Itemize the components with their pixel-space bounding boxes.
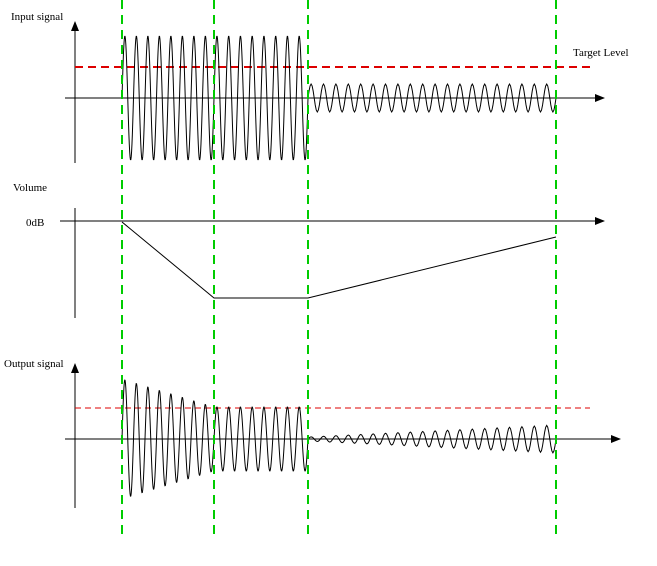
output-waveform bbox=[75, 379, 600, 497]
volume-panel: Volume 0dB bbox=[13, 182, 605, 318]
output-signal-label: Output signal bbox=[4, 358, 64, 370]
input-signal-label: Input signal bbox=[11, 11, 63, 23]
zero-db-label: 0dB bbox=[26, 217, 44, 229]
phase-markers bbox=[121, 0, 557, 536]
input-signal-panel: Input signal Target Level bbox=[11, 11, 629, 163]
volume-label: Volume bbox=[13, 182, 47, 194]
target-level-label: Target Level bbox=[573, 47, 629, 59]
output-signal-panel: Output signal bbox=[4, 358, 621, 508]
volume-curve bbox=[121, 221, 557, 299]
input-waveform bbox=[75, 35, 590, 161]
